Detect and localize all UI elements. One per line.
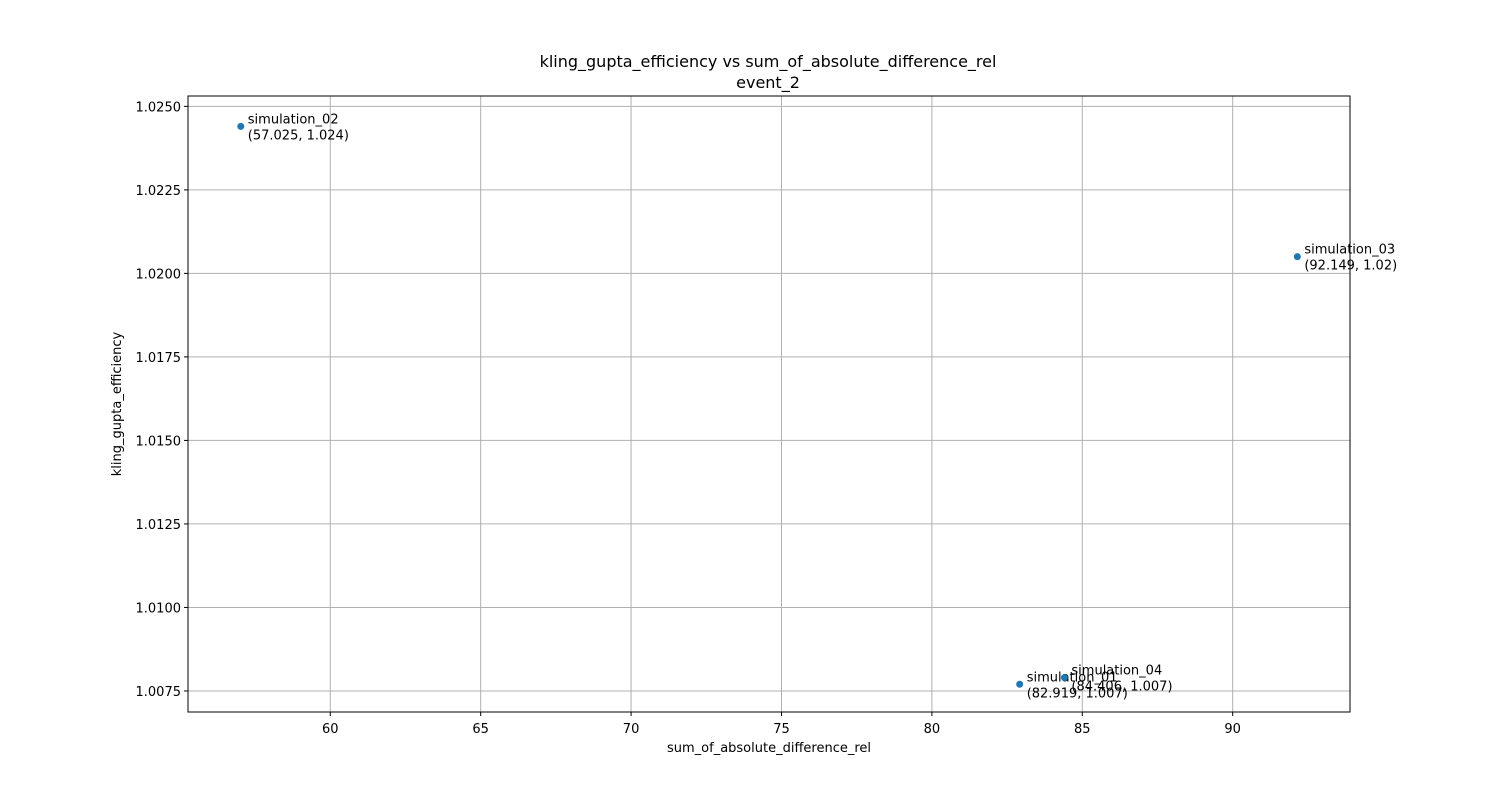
data-point-simulation_04: simulation_04(84.406, 1.007) [1060, 664, 1173, 695]
scatter-marker [1016, 680, 1024, 688]
data-point-simulation_02: simulation_02(57.025, 1.024) [237, 112, 349, 143]
plot-frame [187, 95, 1351, 713]
x-tick-label: 70 [623, 722, 640, 737]
scatter-marker [237, 122, 245, 130]
grid [188, 96, 1350, 712]
x-tick-label: 90 [1224, 722, 1241, 737]
y-tick-label: 1.0150 [136, 434, 182, 449]
x-tick-label: 75 [773, 722, 790, 737]
y-axis-label: kling_gupta_efficiency [110, 331, 125, 476]
y-tick-label: 1.0100 [136, 601, 182, 616]
point-coordinates: (84.406, 1.007) [1071, 680, 1172, 695]
point-label: simulation_04 [1071, 664, 1162, 679]
y-tick-label: 1.0175 [136, 351, 182, 366]
y-tick-label: 1.0075 [136, 685, 182, 700]
x-tick-label: 60 [322, 722, 339, 737]
data-point-simulation_01: simulation_01(82.919, 1.007) [1016, 670, 1128, 701]
data-point-simulation_03: simulation_03(92.149, 1.02) [1293, 243, 1397, 274]
x-axis-ticks: 60 65 70 75 80 85 90 [322, 712, 1241, 737]
y-tick-label: 1.0225 [136, 184, 182, 199]
y-tick-label: 1.0125 [136, 518, 182, 533]
chart-title: kling_gupta_efficiency vs sum_of_absolut… [540, 52, 997, 72]
x-tick-label: 65 [472, 722, 489, 737]
x-tick-label: 85 [1074, 722, 1091, 737]
point-label: simulation_02 [248, 112, 339, 127]
y-tick-label: 1.0250 [136, 100, 182, 115]
point-label: simulation_01 [1027, 670, 1118, 685]
scatter-marker [1293, 253, 1301, 261]
scatter-marker [1060, 674, 1068, 682]
point-coordinates: (57.025, 1.024) [248, 128, 349, 143]
y-axis-ticks: 1.0075 1.0100 1.0125 1.0150 1.0175 1.0200 1.02… [136, 100, 188, 700]
chart-subtitle: event_2 [736, 73, 800, 93]
point-coordinates: (92.149, 1.02) [1304, 259, 1397, 274]
x-axis-label: sum_of_absolute_difference_rel [667, 741, 871, 756]
point-coordinates: (82.919, 1.007) [1027, 686, 1128, 701]
data-points: simulation_01(82.919, 1.007)simulation_0… [237, 112, 1397, 701]
x-tick-label: 80 [924, 722, 941, 737]
y-tick-label: 1.0200 [136, 267, 182, 282]
